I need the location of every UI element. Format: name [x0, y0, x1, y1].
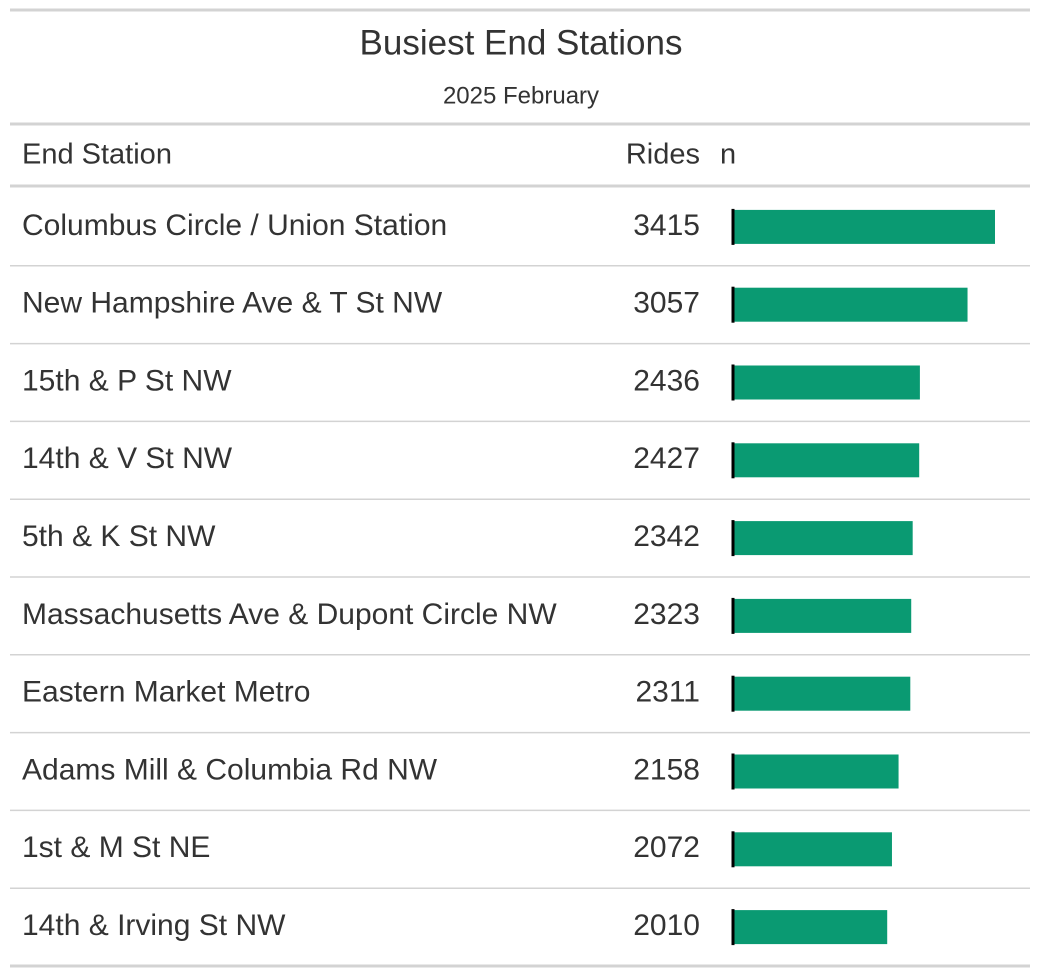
station-name: Eastern Market Metro	[22, 676, 310, 709]
station-name: 1st & M St NE	[22, 831, 210, 864]
bar	[733, 598, 912, 633]
bar	[733, 521, 913, 556]
station-name: Adams Mill & Columbia Rd NW	[22, 753, 438, 786]
station-name: 14th & V St NW	[22, 442, 233, 475]
column-header: End Station	[22, 139, 172, 171]
bar	[733, 754, 899, 789]
rides-count: 2427	[633, 442, 700, 475]
rides-count: 2072	[633, 831, 700, 864]
rides-count: 2158	[633, 753, 700, 786]
bar	[733, 287, 968, 322]
table-title: Busiest End Stations	[360, 23, 683, 62]
bar	[733, 365, 920, 400]
station-name: New Hampshire Ave & T St NW	[22, 287, 443, 320]
bar	[733, 910, 888, 945]
bar	[733, 443, 920, 478]
rides-count: 3415	[633, 209, 700, 242]
table-subtitle: 2025 February	[443, 82, 599, 109]
rides-count: 3057	[633, 287, 700, 320]
rides-count: 2436	[633, 364, 700, 397]
station-name: 5th & K St NW	[22, 520, 216, 553]
station-name: Massachusetts Ave & Dupont Circle NW	[22, 598, 557, 631]
bar	[733, 832, 892, 867]
column-header: Rides	[626, 139, 700, 171]
rides-count: 2010	[633, 909, 700, 942]
bar	[733, 209, 995, 244]
station-name: 15th & P St NW	[22, 364, 232, 397]
rides-count: 2323	[633, 598, 700, 631]
bar	[733, 676, 911, 711]
station-name: Columbus Circle / Union Station	[22, 209, 447, 242]
rides-count: 2342	[633, 520, 700, 553]
rides-count: 2311	[635, 676, 700, 709]
station-name: 14th & Irving St NW	[22, 909, 286, 942]
column-header: n	[720, 139, 736, 171]
